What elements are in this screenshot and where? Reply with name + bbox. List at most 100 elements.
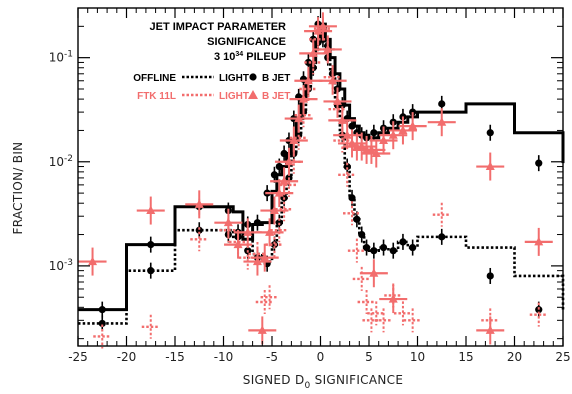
point-3-11 <box>279 176 289 185</box>
legend-ftk-b-marker <box>248 90 258 99</box>
x-tick-label-2: -15 <box>165 350 185 364</box>
point-3-12 <box>284 156 294 166</box>
legend-ftk-label: FTK 11L <box>137 91 176 102</box>
point-1-10 <box>280 149 288 158</box>
point-3-23 <box>337 115 347 124</box>
point-3-5 <box>243 227 253 236</box>
point-3-20 <box>323 44 333 53</box>
points-ftk-11l-b-jet-low <box>248 259 505 345</box>
legend-ftk-light: LIGHT <box>219 91 249 102</box>
point-1-24 <box>348 122 356 130</box>
point-0-16 <box>309 64 317 72</box>
x-tick-label-10: 25 <box>555 350 570 364</box>
point-3-31 <box>379 135 389 145</box>
chart-title-line-3: 3 1034 PILEUP <box>214 51 286 63</box>
point-0-1 <box>147 267 155 275</box>
point-4-2 <box>388 294 398 303</box>
point-3-34 <box>408 121 418 130</box>
title-superscript: 34 <box>235 51 243 58</box>
point-3-25 <box>347 138 357 147</box>
xlabel-tail: SIGNIFICANCE <box>311 373 404 387</box>
point-1-15 <box>304 58 312 67</box>
point-0-0 <box>98 319 106 328</box>
point-1-33 <box>438 100 446 108</box>
point-3-33 <box>398 125 408 134</box>
point-3-17 <box>308 48 318 57</box>
point-3-9 <box>269 205 279 215</box>
point-0-30 <box>389 247 397 255</box>
point-3-35 <box>437 117 447 126</box>
x-tick-label-5: 0 <box>317 350 325 364</box>
point-3-15 <box>299 94 309 103</box>
y-tick-label-2: 10-1 <box>49 50 73 65</box>
legend-offline-label: OFFLINE <box>133 73 176 84</box>
point-3-18 <box>313 26 323 35</box>
title-three-ten: 3 10 <box>214 51 235 63</box>
axes: -25 -20 -15 -10 -5 0 5 10 15 20 25 10-3 10-2 10-1 <box>49 7 571 364</box>
y-tick-label-1: 10-2 <box>49 154 73 169</box>
point-3-32 <box>388 130 398 139</box>
x-tick-label-7: 10 <box>410 350 425 364</box>
point-3-1 <box>146 205 156 215</box>
x-tick-label-1: -20 <box>117 350 137 364</box>
point-1-34 <box>486 129 494 137</box>
point-1-6 <box>253 219 262 227</box>
xlabel-main: SIGNED D <box>243 373 305 387</box>
title-pileup: PILEUP <box>246 51 286 63</box>
point-3-10 <box>274 188 284 197</box>
point-1-9 <box>275 162 283 171</box>
point-3-7 <box>260 252 270 262</box>
point-0-23 <box>343 162 351 171</box>
x-axis-label: SIGNED D0 SIGNIFICANCE <box>243 373 403 391</box>
x-tick-label-0: -25 <box>68 350 88 364</box>
point-0-25 <box>353 215 361 223</box>
chart-text: JET IMPACT PARAMETER SIGNIFICANCE 3 1034… <box>11 21 403 391</box>
point-3-29 <box>366 144 376 154</box>
point-3-19 <box>318 21 328 30</box>
chart-title-line-2: SIGNIFICANCE <box>207 36 286 48</box>
x-tick-label-8: 15 <box>458 350 473 364</box>
point-1-0 <box>98 306 106 314</box>
point-4-3 <box>485 325 495 334</box>
legend-offline-light: LIGHT <box>219 73 249 84</box>
legend-offline-b-marker <box>249 73 257 81</box>
point-0-34 <box>486 272 494 280</box>
xlabel-subscript: 0 <box>305 381 311 391</box>
point-1-16 <box>309 35 317 43</box>
point-4-1 <box>369 268 379 277</box>
point-0-24 <box>348 194 356 202</box>
point-0-33 <box>438 233 446 241</box>
point-3-6 <box>252 256 262 266</box>
point-0-32 <box>409 243 417 252</box>
point-1-8 <box>270 171 279 179</box>
y-axis-label: FRACTION/ BIN <box>11 142 25 235</box>
point-0-28 <box>370 247 378 255</box>
point-3-30 <box>371 148 381 158</box>
point-0-9 <box>275 219 283 227</box>
plot-background <box>78 8 563 346</box>
point-3-3 <box>223 217 233 227</box>
point-0-29 <box>379 243 388 252</box>
point-3-0 <box>88 256 98 266</box>
legend-offline-b: B JET <box>262 73 290 84</box>
point-3-16 <box>303 75 313 85</box>
x-tick-label-6: 5 <box>365 350 373 364</box>
point-0-31 <box>399 238 407 246</box>
point-3-2 <box>194 199 204 208</box>
point-3-24 <box>342 130 352 139</box>
legend-ftk-b: B JET <box>262 91 290 102</box>
point-3-36 <box>485 161 495 171</box>
legend: OFFLINE LIGHT B JET FTK 11L LIGHT B JET <box>133 73 290 102</box>
point-3-14 <box>294 113 304 123</box>
point-3-13 <box>289 135 299 145</box>
point-0-27 <box>362 243 371 252</box>
point-3-21 <box>328 75 338 85</box>
plot-area <box>78 8 563 346</box>
x-tick-label-3: -10 <box>214 350 234 364</box>
point-3-27 <box>357 141 367 151</box>
chart-title-line-1: JET IMPACT PARAMETER <box>150 21 287 33</box>
y-tick-label-0: 10-3 <box>49 258 73 273</box>
point-3-22 <box>332 96 342 105</box>
point-3-4 <box>233 239 243 249</box>
